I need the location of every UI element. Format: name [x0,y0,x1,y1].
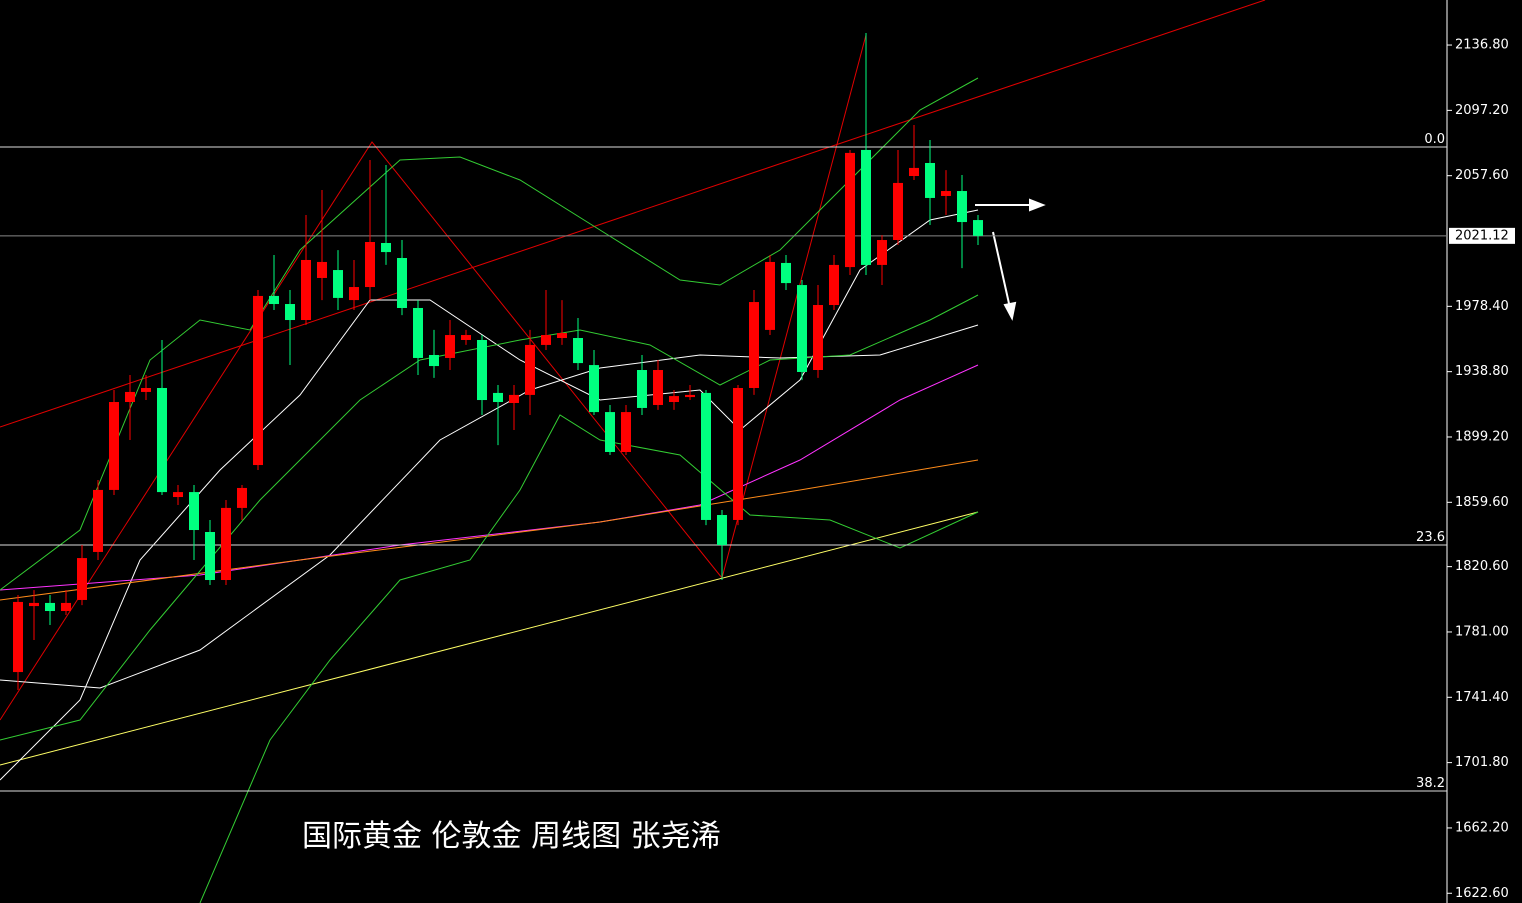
trend-line [0,0,1266,428]
candle-body [509,394,519,404]
candle-body [445,335,455,358]
y-tick-label: 2097.20 [1455,103,1509,118]
annotation: 国际黄金 伦敦金 周线图 张尧浠 [302,819,721,854]
bollinger-band [199,414,979,903]
candle-body [877,240,887,265]
candle-body [813,305,823,371]
candle-body [573,338,583,364]
candle-body [237,487,247,508]
arrow-head [1003,301,1017,321]
candle-body [205,532,215,581]
candle-body [333,270,343,298]
candle-body [765,261,775,330]
candle-body [669,396,679,403]
candle-body [797,285,807,372]
y-tick-label: 1938.80 [1455,364,1509,379]
candle-body [717,515,727,546]
fib-label: 0.0 [1424,132,1445,147]
candle-body [269,295,279,305]
candle-body [685,394,695,398]
candle-body [13,601,23,673]
y-tick-label: 1701.80 [1455,755,1509,770]
arrows [975,198,1046,321]
zigzag [0,34,867,721]
y-tick-label: 2136.80 [1455,38,1509,53]
candle-body [493,392,503,403]
fib-label: 23.6 [1416,530,1445,545]
y-tick-label: 1622.60 [1455,886,1509,901]
candle-body [957,191,967,223]
candle-body [381,242,391,253]
candle-body [253,295,263,466]
candle-body [829,264,839,306]
candle-body [461,335,471,340]
moving-average [0,209,979,781]
candle-body [173,492,183,498]
last-price-label: 2021.12 [1455,228,1509,243]
y-tick-label: 1741.40 [1455,690,1509,705]
candle-body [157,387,167,493]
candle-body [861,149,871,265]
candle-body [925,162,935,198]
candle-body [429,354,439,367]
candle-body [781,262,791,284]
y-tick-label: 1662.20 [1455,820,1509,835]
candle-body [749,302,759,388]
candle-body [29,602,39,607]
bollinger-band [0,294,979,741]
moving-average [0,459,979,601]
candle-body [893,182,903,241]
candle-body [93,489,103,552]
candle-body [589,365,599,413]
candle-body [189,492,199,531]
bollinger-band [0,77,979,591]
fib-label: 38.2 [1416,776,1445,791]
y-tick-label: 1899.20 [1455,429,1509,444]
y-tick-label: 1781.00 [1455,624,1509,639]
candle-body [525,344,535,395]
candle-body [733,387,743,520]
trend-line [0,511,979,766]
candle-body [621,412,631,452]
candle-body [605,412,615,452]
indicator-lines [0,0,1266,903]
candle-body [413,307,423,358]
candle-body [365,241,375,288]
candle-body [701,392,711,520]
candle-body [77,558,87,600]
candle-body [909,167,919,177]
y-tick-label: 1859.60 [1455,495,1509,510]
candle-body [221,507,231,581]
candle-body [349,287,359,301]
candle-body [125,391,135,403]
candle-body [45,602,55,612]
candle-body [141,387,151,392]
candle-body [109,402,119,490]
candle-body [477,339,487,401]
candle-body [653,370,663,405]
last-price-box [1449,227,1515,244]
y-tick-label: 1978.40 [1455,299,1509,314]
candle-body [973,220,983,236]
candle-body [317,261,327,278]
candle-body [541,335,551,345]
candle-body [61,602,71,612]
candle-body [941,191,951,196]
candle-body [285,304,295,321]
candle-body [301,259,311,321]
candle-body [637,370,647,408]
arrow [992,231,1011,309]
arrow-head [1029,198,1046,212]
moving-average [0,364,979,591]
y-tick-label: 1820.60 [1455,559,1509,574]
candle-body [845,152,855,268]
candle-body [397,258,407,308]
y-tick-label: 2057.60 [1455,168,1509,183]
candle-body [557,333,567,339]
